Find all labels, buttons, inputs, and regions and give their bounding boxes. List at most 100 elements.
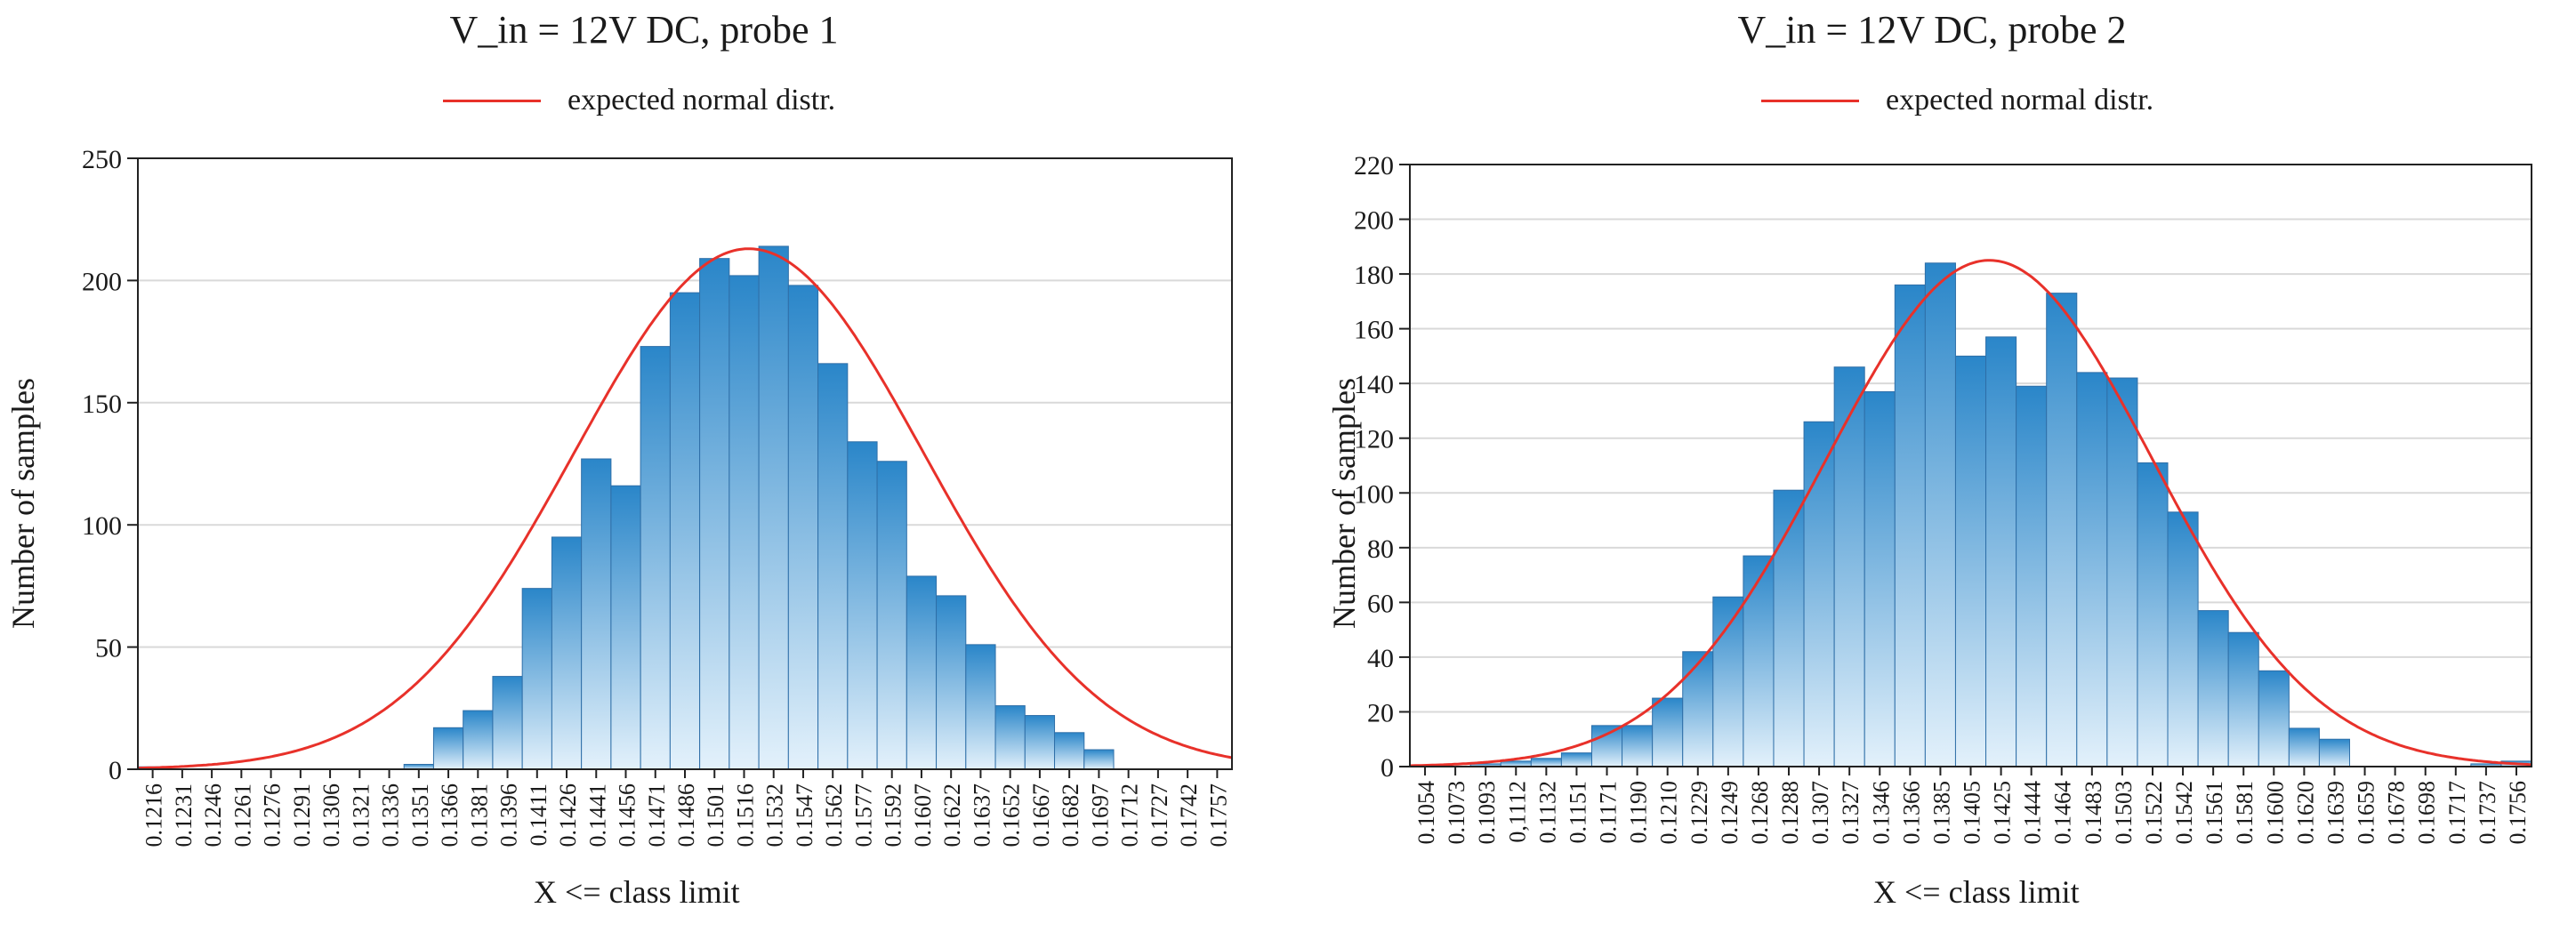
histogram-bar [2318,738,2351,767]
legend-label: expected normal distr. [1886,84,2154,116]
x-tick-label: 0.1532 [762,783,788,848]
x-tick-label: 0.1678 [2384,781,2410,845]
histogram-bar [2197,610,2229,767]
x-tick-label: 0.1268 [1747,781,1773,845]
x-tick-label: 0,1112 [1504,781,1530,843]
x-tick-label: 0.1132 [1534,781,1560,844]
x-tick-label: 0.1336 [378,783,404,848]
y-tick-label: 80 [1367,534,1394,564]
y-tick-label: 20 [1367,698,1394,727]
x-tick-label: 0.1697 [1087,783,1113,848]
histogram-bar [1560,752,1592,767]
histogram-bar [492,676,523,770]
histogram-bar [2167,511,2199,767]
x-tick-label: 0.1503 [2111,781,2137,845]
x-tick-label: 0.1366 [1898,781,1924,845]
histogram-bar [432,727,464,770]
histogram-bar [2258,670,2290,767]
histogram-bar [729,275,760,770]
x-tick-label: 0.1426 [555,783,581,848]
bars [1469,262,2532,767]
x-tick-label: 0.1276 [260,783,286,848]
x-tick-label: 0.1622 [939,783,965,848]
x-tick-label: 0.1306 [318,783,344,848]
histogram-bar [581,458,612,770]
x-tick-label: 0.1441 [584,783,610,848]
y-tick-label: 60 [1367,589,1394,618]
x-axis: 0.1216 0.1231 0.1246 0.1261 0.1276 0.1291 0.13… [141,769,1231,848]
x-tick-label: 0.1327 [1838,781,1864,845]
x-tick-label: 0.1288 [1777,781,1803,845]
y-tick-label: 120 [1354,425,1394,454]
chart-legend: expected normal distr. [443,84,835,117]
histogram-bar [2076,372,2108,767]
histogram-bar [1083,749,1115,770]
x-tick-label: 0.1620 [2292,781,2318,845]
x-tick-label: 0.1561 [2202,781,2227,845]
x-tick-label: 0.1607 [910,783,936,848]
histogram-bar [1743,555,1775,767]
x-tick-label: 0.1717 [2444,781,2470,845]
x-tick-label: 0.1757 [1205,783,1231,848]
x-tick-label: 0.1229 [1686,781,1712,845]
y-tick-label: 160 [1354,316,1394,345]
histogram-bar [994,705,1026,770]
x-axis-title: X <= class limit [1873,874,2080,910]
histogram-bar [1590,725,1623,767]
legend-line-swatch [443,99,541,102]
normal-distribution-curve [137,247,1233,770]
chart-panel-probe-1: V_in = 12V DC, probe 1 expected normal d… [4,8,1233,910]
x-tick-label: 0.1682 [1058,783,1083,848]
x-tick-label: 0.1742 [1176,783,1202,848]
x-tick-label: 0.1581 [2232,781,2258,845]
histogram-bar [463,710,494,770]
histogram-bar [610,485,641,770]
histogram-bar [551,536,583,770]
x-tick-label: 0.1727 [1147,783,1172,848]
x-tick-label: 0.1190 [1626,781,1652,844]
x-tick-label: 0.1712 [1117,783,1143,848]
x-tick-label: 0.1405 [1960,781,1985,845]
y-axis-title: Number of samples [1325,378,1362,629]
x-tick-label: 0.1411 [526,783,551,847]
x-tick-label: 0.1522 [2141,781,2167,845]
y-tick-label: 140 [1354,370,1394,399]
histogram-bar [1924,262,1956,767]
y-tick-label: 100 [82,511,122,541]
histogram-bar [1652,697,1684,767]
x-tick-label: 0.1261 [229,783,255,848]
histogram-bar [669,292,701,770]
histogram-bar [1054,732,1085,770]
histogram-bar [1682,651,1714,767]
normal-distribution-curve [1409,259,2532,767]
x-tick-label: 0.1637 [969,783,994,848]
histogram-bar [936,595,967,770]
y-tick-label: 200 [82,267,122,296]
histogram-bar [758,245,789,770]
histogram-bar [1622,725,1654,767]
x-tick-label: 0.1464 [2050,781,2076,845]
histogram-bar [2016,385,2048,767]
chart-title: V_in = 12V DC, probe 2 [1737,8,2127,52]
x-tick-label: 0.1249 [1717,781,1743,845]
y-tick-label: 250 [82,145,122,174]
x-tick-label: 0.1210 [1656,781,1682,845]
x-tick-label: 0.1652 [999,783,1025,848]
x-tick-label: 0.1291 [289,783,315,848]
histogram-bar [1894,284,1926,767]
histogram-bar [1833,366,1865,767]
y-axis-title: Number of samples [4,378,41,629]
x-tick-label: 0.1456 [615,783,640,848]
chart-legend: expected normal distr. [1761,84,2153,117]
x-tick-label: 0.1425 [1990,781,2016,845]
histogram-bar [1803,421,1835,767]
x-tick-label: 0.1351 [407,783,433,848]
y-tick-label: 180 [1354,261,1394,290]
y-tick-label: 0 [1381,753,1394,783]
x-tick-label: 0.1151 [1565,781,1590,844]
x-tick-label: 0.1516 [732,783,758,848]
histogram-bar [1985,336,2017,767]
histogram-bar [1954,355,1987,767]
